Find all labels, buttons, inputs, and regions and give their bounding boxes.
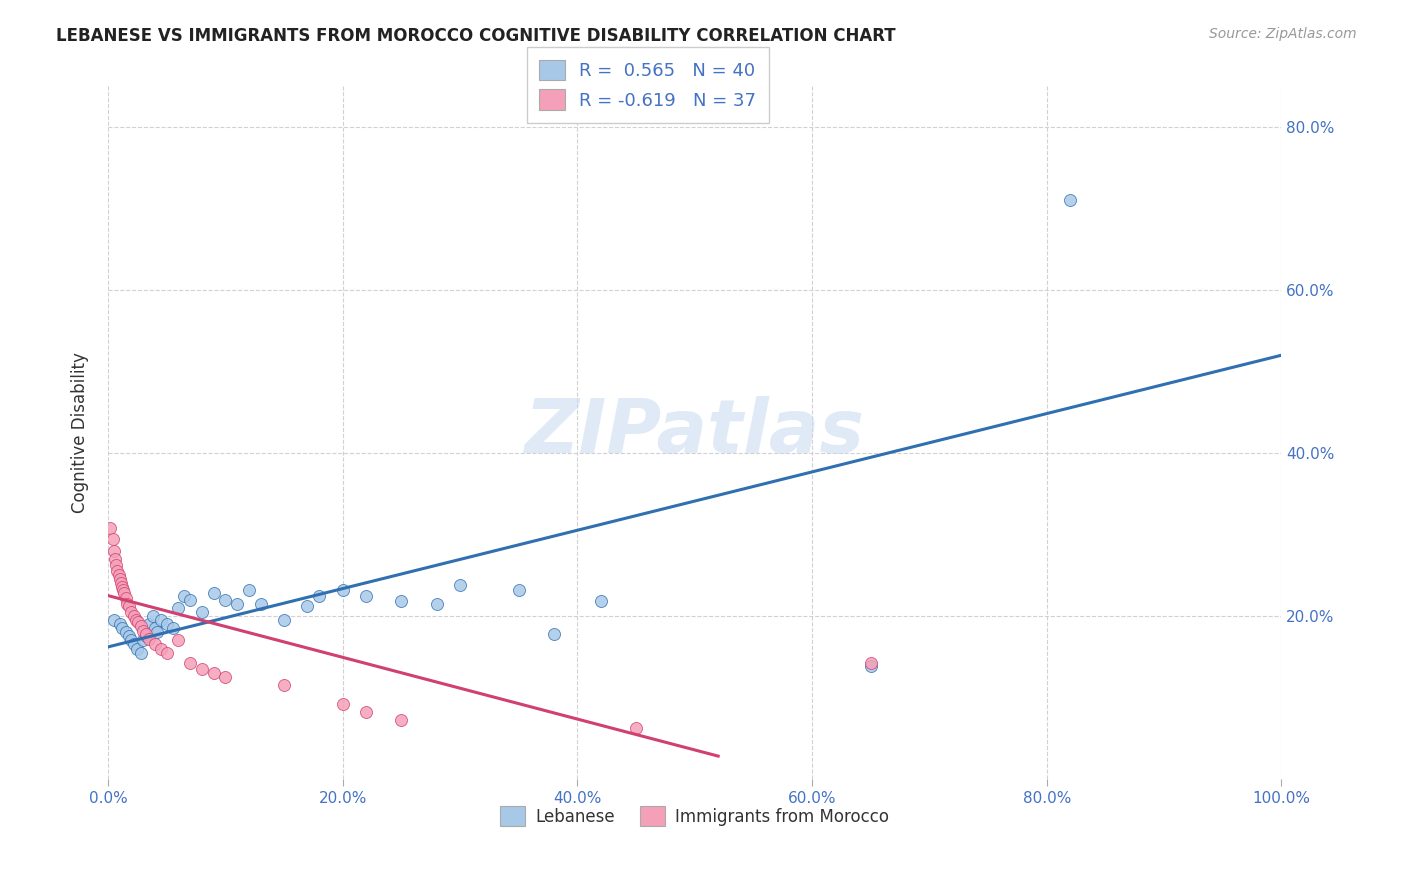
Point (273, 678, 295, 692)
Point (103, 613, 125, 627)
Point (101, 532, 124, 546)
Point (238, 582, 260, 597)
Point (389, 594, 412, 608)
Point (226, 597, 249, 611)
Point (132, 624, 155, 638)
Point (449, 578, 471, 592)
Point (191, 662, 214, 676)
Point (122, 638, 145, 652)
Point (859, 659, 882, 673)
Point (214, 670, 236, 684)
Point (191, 605, 214, 619)
Point (143, 638, 166, 652)
Point (125, 613, 148, 627)
Point (138, 632, 160, 646)
Point (111, 621, 134, 635)
Point (111, 581, 134, 595)
Point (332, 697, 354, 711)
Point (146, 625, 169, 640)
Point (167, 600, 190, 615)
Point (127, 641, 149, 656)
Point (1059, 194, 1081, 208)
Point (508, 582, 530, 597)
Point (122, 609, 145, 624)
Legend: Lebanese, Immigrants from Morocco: Lebanese, Immigrants from Morocco (494, 799, 896, 833)
Point (354, 705, 377, 719)
Point (110, 576, 132, 591)
Point (128, 615, 150, 630)
Point (120, 633, 142, 648)
Point (138, 617, 160, 632)
Point (179, 657, 201, 671)
Point (135, 627, 157, 641)
Point (389, 713, 412, 727)
Point (132, 633, 155, 648)
Point (273, 613, 295, 627)
Point (179, 592, 201, 607)
Point (135, 629, 157, 643)
Point (173, 589, 195, 603)
Point (249, 597, 271, 611)
Y-axis label: Cognitive Disability: Cognitive Disability (72, 352, 89, 513)
Point (120, 605, 142, 619)
Text: Source: ZipAtlas.com: Source: ZipAtlas.com (1209, 27, 1357, 41)
Point (156, 617, 179, 632)
Point (112, 586, 135, 600)
Point (202, 665, 225, 680)
Point (624, 722, 647, 736)
Point (149, 641, 172, 656)
Point (214, 592, 236, 607)
Point (589, 594, 612, 608)
Point (104, 552, 127, 566)
Point (98, 521, 121, 535)
Point (105, 558, 128, 573)
Point (105, 564, 128, 578)
Point (332, 582, 354, 597)
Text: LEBANESE VS IMMIGRANTS FROM MOROCCO COGNITIVE DISABILITY CORRELATION CHART: LEBANESE VS IMMIGRANTS FROM MOROCCO COGN… (56, 27, 896, 45)
Point (108, 572, 131, 586)
Point (142, 609, 165, 624)
Point (114, 591, 136, 605)
Point (103, 543, 125, 558)
Point (354, 589, 377, 603)
Point (112, 582, 135, 597)
Point (114, 625, 136, 640)
Point (143, 621, 166, 635)
Point (425, 597, 447, 611)
Point (859, 657, 882, 671)
Text: ZIPatlas: ZIPatlas (524, 396, 865, 469)
Point (129, 646, 152, 660)
Point (162, 621, 184, 635)
Point (118, 629, 141, 643)
Point (107, 568, 129, 582)
Point (202, 586, 225, 600)
Point (297, 599, 319, 614)
Point (129, 619, 152, 633)
Point (167, 633, 190, 648)
Point (156, 646, 179, 660)
Point (115, 597, 138, 611)
Point (118, 599, 141, 614)
Point (108, 617, 131, 632)
Point (308, 589, 330, 603)
Point (543, 627, 565, 641)
Point (149, 613, 172, 627)
